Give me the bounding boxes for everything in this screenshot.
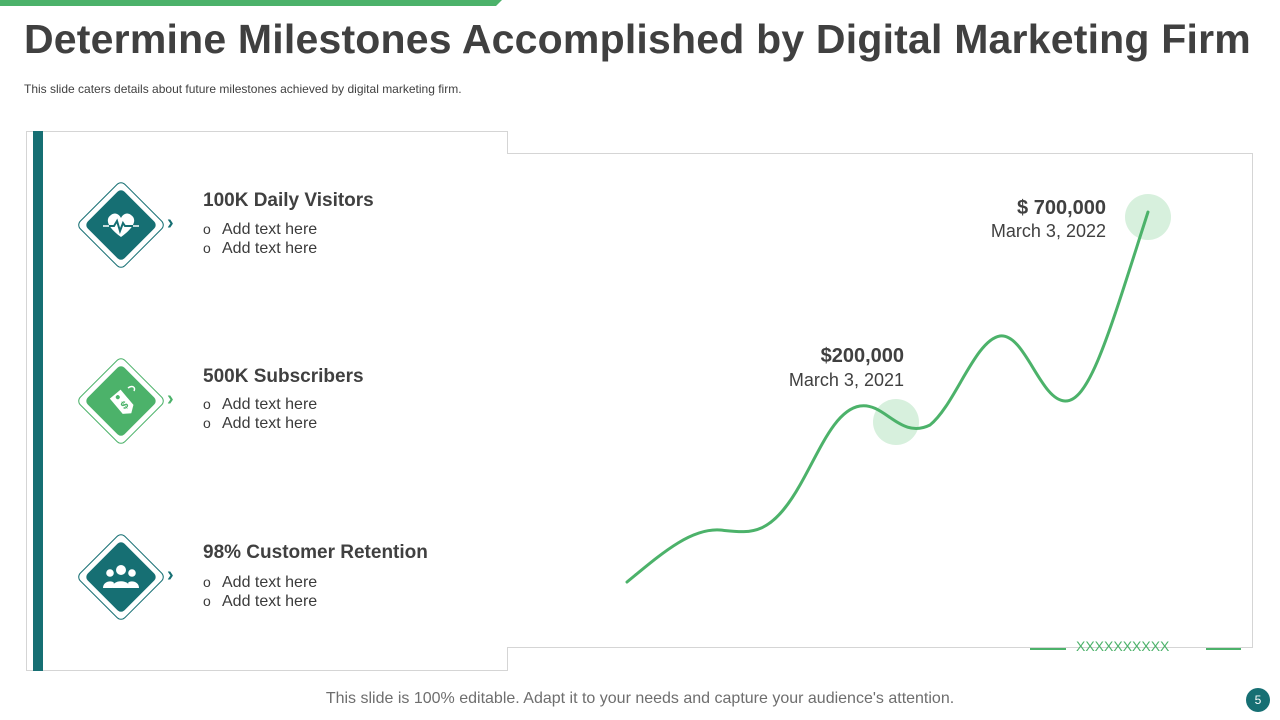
milestone-diamond: $ [75,355,167,447]
list-item: o Add text here [203,240,318,257]
slide-subtitle: This slide caters details about future m… [24,82,462,96]
milestone-bullets: o Add text here o Add text here [203,395,317,433]
milestone-item-customer-retention: › 98% Customer Retention o Add text here … [27,531,507,631]
chevron-right-icon: › [167,564,174,586]
decorative-x-pattern: XXXXXXXXXX [1076,638,1170,654]
milestone-heading: 98% Customer Retention [203,542,428,563]
growth-curve-line [625,210,1150,584]
decorative-line-left [1030,648,1066,650]
highlight-circle-2022 [1125,194,1171,240]
milestone-value-2021: $200,000 [820,345,904,367]
milestone-item-daily-visitors: › 100K Daily Visitors o Add text here o Ad… [27,179,507,279]
growth-chart-panel [507,153,1253,648]
chevron-right-icon: › [167,388,174,410]
milestone-bullets: o Add text here o Add text here [203,573,317,611]
list-item: o Add text here [203,396,318,413]
chevron-right-icon: › [167,212,174,234]
slide-footer: This slide is 100% editable. Adapt it to… [325,690,955,707]
milestone-diamond [75,531,167,623]
milestone-diamond [75,179,167,271]
dollar-tag-icon: $ [101,381,141,421]
milestone-heading: 100K Daily Visitors [203,190,374,211]
milestone-value-2022: $ 700,000 [1017,197,1106,219]
list-item: o Add text here [203,415,318,432]
page-number-badge: 5 [1246,688,1270,712]
panel-accent-bar [33,131,43,671]
list-item: o Add text here [203,574,318,591]
milestone-date-2022: March 3, 2022 [990,221,1106,241]
milestone-heading: 500K Subscribers [203,366,364,387]
milestones-panel: › 100K Daily Visitors o Add text here o Ad… [26,131,508,671]
decorative-line-right [1206,648,1241,650]
slide-title: Determine Milestones Accomplished by Dig… [24,16,1251,62]
list-item: o Add text here [203,593,318,610]
people-group-icon [101,557,141,597]
milestone-item-subscribers: $ › 500K Subscribers o Add text here o Add… [27,355,507,455]
milestone-bullets: o Add text here o Add text here [203,220,317,258]
milestone-date-2021: March 3, 2021 [788,370,904,390]
heart-pulse-icon [101,205,141,245]
list-item: o Add text here [203,221,318,238]
top-accent-bar [0,0,502,6]
